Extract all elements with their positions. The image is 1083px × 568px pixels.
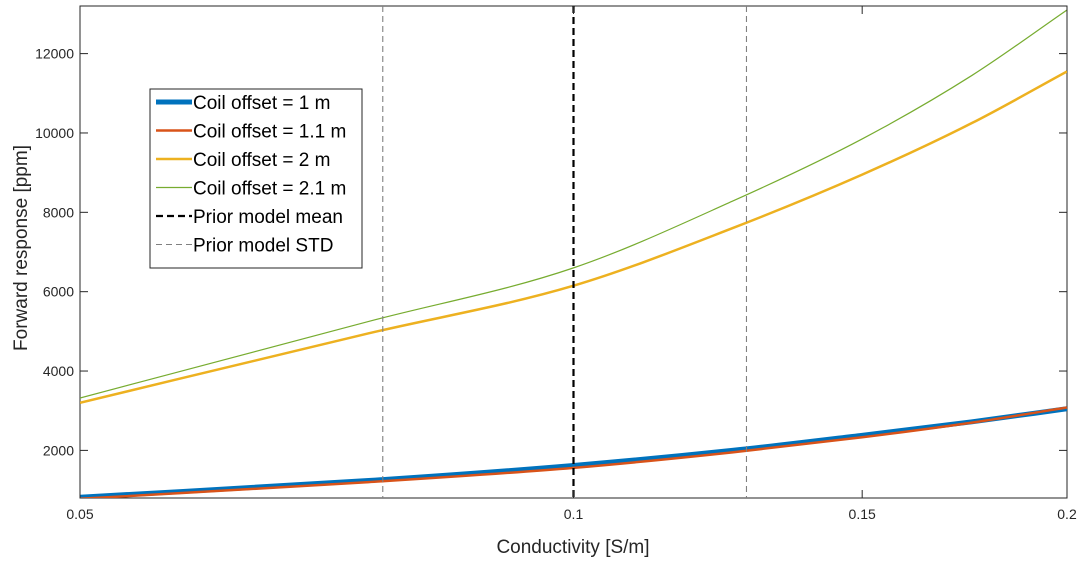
- y-tick-label: 2000: [43, 442, 74, 458]
- y-tick-label: 10000: [35, 125, 74, 141]
- x-tick-label: 0.1: [564, 506, 584, 522]
- legend-label-2: Coil offset = 1.1 m: [193, 122, 346, 143]
- y-tick-label: 4000: [43, 363, 74, 379]
- legend-label-6: Prior model STD: [193, 236, 333, 257]
- series-line-3: [80, 70, 1067, 404]
- legend-label-5: Prior model mean: [193, 207, 343, 228]
- legend-label-3: Coil offset = 2 m: [193, 150, 330, 171]
- x-axis-ticks: 0.05 0.1 0.15 0.2: [66, 6, 1077, 522]
- x-axis-title: Conductivity [S/m]: [496, 537, 649, 558]
- x-tick-label: 0.15: [849, 506, 876, 522]
- x-tick-label: 0.2: [1057, 506, 1077, 522]
- series-line-4: [80, 9, 1067, 399]
- series-lines: [80, 9, 1067, 498]
- x-tick-label: 0.05: [66, 506, 93, 522]
- y-tick-label: 12000: [35, 46, 74, 62]
- y-tick-label: 8000: [43, 204, 74, 220]
- legend: Coil offset = 1 m Coil offset = 1.1 m Coil…: [149, 88, 363, 269]
- y-axis-title: Forward response [ppm]: [11, 145, 32, 351]
- legend-label-1: Coil offset = 1 m: [193, 93, 330, 114]
- series-line-2: [80, 406, 1067, 498]
- legend-box: [149, 88, 363, 269]
- y-tick-label: 6000: [43, 284, 74, 300]
- legend-label-4: Coil offset = 2.1 m: [193, 179, 346, 200]
- y-axis-ticks: 2000 4000 6000 8000 10000 12000: [35, 46, 1067, 458]
- plot-area: [79, 5, 1068, 499]
